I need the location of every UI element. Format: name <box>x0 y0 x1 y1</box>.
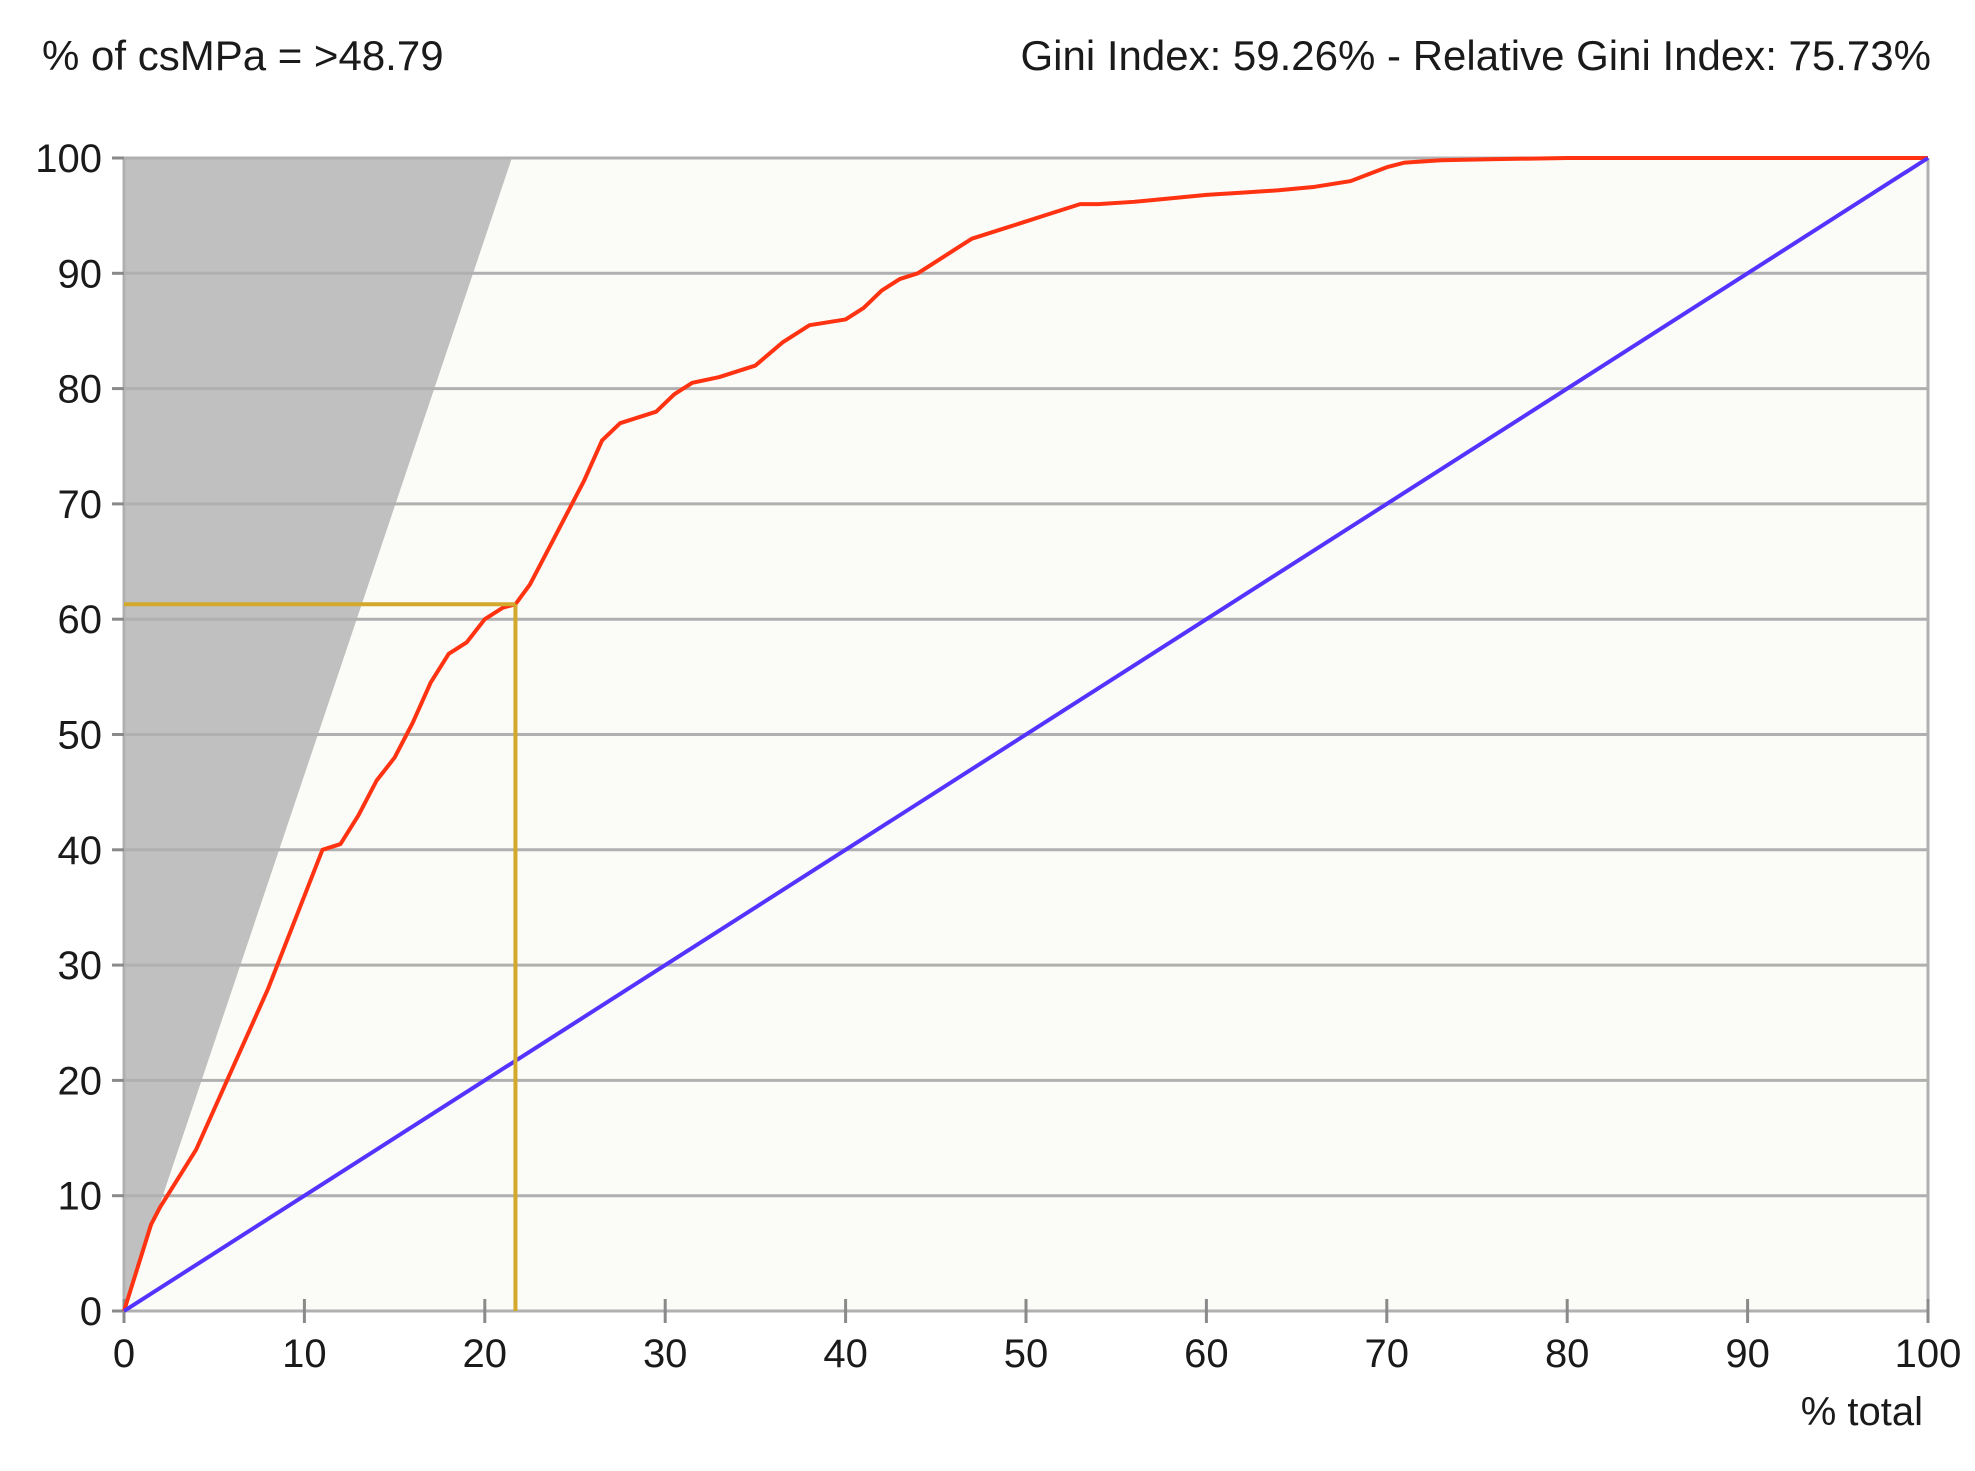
y-tick-label: 30 <box>58 944 103 988</box>
y-tick-label: 90 <box>58 252 103 296</box>
x-tick-label: 100 <box>1895 1332 1962 1376</box>
x-tick-label: 20 <box>463 1332 508 1376</box>
y-tick-label: 10 <box>58 1175 103 1219</box>
y-tick-label: 50 <box>58 714 103 758</box>
x-axis-label: % total <box>1800 1390 1923 1434</box>
x-tick-label: 10 <box>282 1332 327 1376</box>
x-tick-label: 50 <box>1004 1332 1049 1376</box>
x-tick-label: 80 <box>1545 1332 1590 1376</box>
x-tick-label: 70 <box>1365 1332 1410 1376</box>
chart-title-right: Gini Index: 59.26% - Relative Gini Index… <box>1020 32 1931 79</box>
x-tick-label: 40 <box>823 1332 868 1376</box>
y-tick-label: 0 <box>80 1290 102 1334</box>
chart-title-left: % of csMPa = >48.79 <box>42 32 444 79</box>
diagonal-line <box>122 156 1930 1313</box>
x-tick-label: 30 <box>643 1332 688 1376</box>
gains-curve <box>122 156 1928 1312</box>
x-tick-label: 90 <box>1725 1332 1770 1376</box>
y-tick-label: 80 <box>58 368 103 412</box>
y-tick-label: 70 <box>58 483 103 527</box>
y-tick-label: 60 <box>58 598 103 642</box>
y-tick-label: 20 <box>58 1059 103 1103</box>
x-tick-label: 60 <box>1184 1332 1229 1376</box>
y-tick-label: 100 <box>35 137 102 181</box>
y-tick-label: 40 <box>58 829 103 873</box>
x-tick-label: 0 <box>113 1332 135 1376</box>
